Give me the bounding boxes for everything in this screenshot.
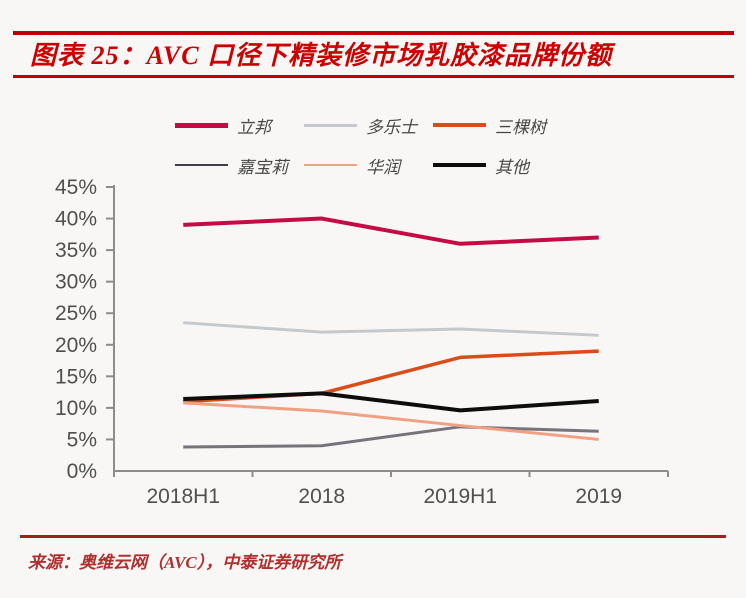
- y-tick-label: 10%: [55, 397, 97, 420]
- footer-rule: [20, 535, 726, 538]
- source-text: 来源：奥维云网（AVC），中泰证券研究所: [28, 553, 342, 572]
- legend-swatch-icon: [175, 122, 228, 128]
- legend-row-2: 嘉宝莉 华润 其他: [175, 150, 645, 180]
- x-category-label: 2018H1: [146, 485, 220, 508]
- y-tick-label: 20%: [55, 334, 97, 357]
- x-category-label: 2019H1: [423, 485, 497, 508]
- series-line-5: [183, 391, 599, 413]
- y-tick-label: 5%: [67, 428, 97, 451]
- legend-label: 其他: [495, 157, 529, 177]
- legend-item-2: 三棵树: [433, 110, 562, 140]
- legend-label: 嘉宝莉: [237, 157, 288, 177]
- series-line-0: [183, 216, 599, 246]
- legend-label: 三棵树: [495, 117, 546, 137]
- figure-title: 图表 25：AVC 口径下精装修市场乳胶漆品牌份额: [30, 41, 613, 70]
- y-tick-label: 45%: [55, 176, 97, 199]
- y-tick-label: 35%: [55, 239, 97, 262]
- series-line-1: [183, 321, 599, 337]
- y-tick-label: 40%: [55, 208, 97, 231]
- y-tick-label: 30%: [55, 271, 97, 294]
- x-category-label: 2019: [575, 485, 622, 508]
- legend-swatch-icon: [304, 164, 357, 166]
- y-tick-label: 0%: [67, 460, 97, 483]
- legend-label: 立邦: [237, 117, 271, 137]
- legend-label: 华润: [366, 157, 400, 177]
- chart-legend: 立邦 多乐士 三棵树 嘉宝莉 华润 其他: [175, 110, 645, 190]
- title-bottom-rule: [13, 75, 734, 78]
- legend-item-5: 其他: [433, 150, 562, 180]
- legend-item-3: 嘉宝莉: [175, 150, 304, 180]
- legend-swatch-icon: [433, 163, 486, 167]
- legend-label: 多乐士: [366, 117, 417, 137]
- legend-item-1: 多乐士: [304, 110, 433, 140]
- x-category-label: 2018: [298, 485, 345, 508]
- series-line-4: [183, 401, 599, 441]
- legend-swatch-icon: [433, 123, 486, 127]
- legend-swatch-icon: [304, 123, 357, 127]
- series-line-3: [183, 425, 599, 449]
- series-line-2: [183, 349, 599, 404]
- title-top-rule: [13, 31, 734, 35]
- legend-swatch-icon: [175, 164, 228, 166]
- y-tick-label: 15%: [55, 365, 97, 388]
- legend-item-0: 立邦: [175, 110, 304, 140]
- legend-item-4: 华润: [304, 150, 433, 180]
- legend-row-1: 立邦 多乐士 三棵树: [175, 110, 645, 140]
- y-tick-label: 25%: [55, 302, 97, 325]
